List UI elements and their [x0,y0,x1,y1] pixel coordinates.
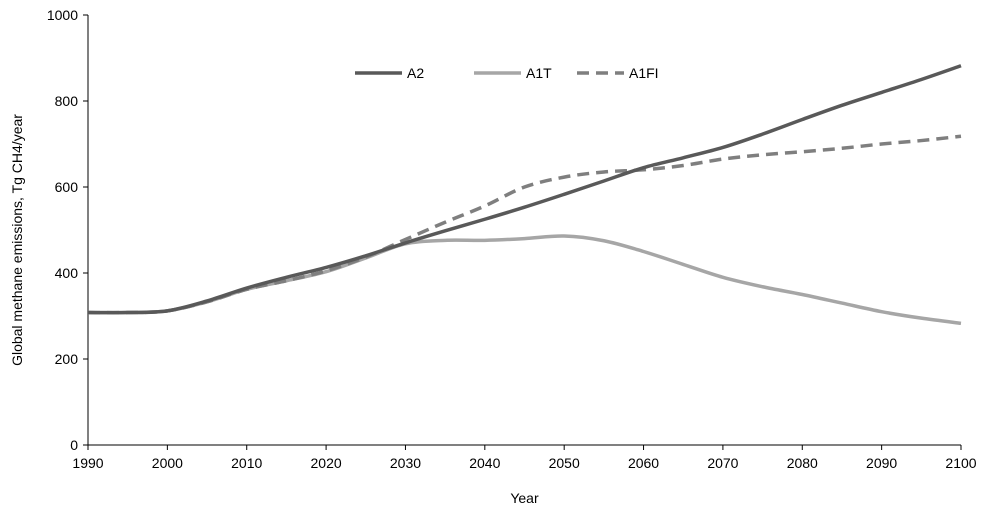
x-tick-label: 2070 [707,455,738,471]
series-line-a1fi [87,134,962,315]
y-axis-title: Global methane emissions, Tg CH4/year [9,114,25,366]
x-tick-label: 2060 [628,455,659,471]
x-tick-label: 2000 [152,455,183,471]
series-line-a2 [87,64,962,315]
series-lines [87,64,962,326]
legend-label-a1t: A1T [526,65,552,81]
y-tick-label: 200 [55,351,79,367]
x-axis-title: Year [510,490,539,506]
y-ticks: 0 200 400 600 800 1000 [47,7,88,453]
x-tick-label: 2090 [866,455,897,471]
y-tick-label: 800 [55,93,79,109]
x-tick-label: 2080 [787,455,818,471]
legend-label-a1fi: A1FI [629,65,659,81]
series-line-a1t [87,234,962,326]
y-tick-label: 0 [70,437,78,453]
x-tick-label: 2050 [549,455,580,471]
x-tick-label: 2010 [231,455,262,471]
y-tick-label: 600 [55,179,79,195]
legend: A2 A1T A1FI [355,65,659,81]
x-ticks: 1990 2000 2010 2020 2030 2040 2050 2060 2070 2080… [72,445,977,471]
x-tick-label: 1990 [72,455,103,471]
x-tick-label: 2030 [390,455,421,471]
axes [87,15,961,446]
x-tick-label: 2040 [469,455,500,471]
x-tick-label: 2020 [311,455,342,471]
y-tick-label: 400 [55,265,79,281]
legend-label-a2: A2 [407,65,424,81]
y-tick-label: 1000 [47,7,78,23]
x-tick-label: 2100 [945,455,976,471]
